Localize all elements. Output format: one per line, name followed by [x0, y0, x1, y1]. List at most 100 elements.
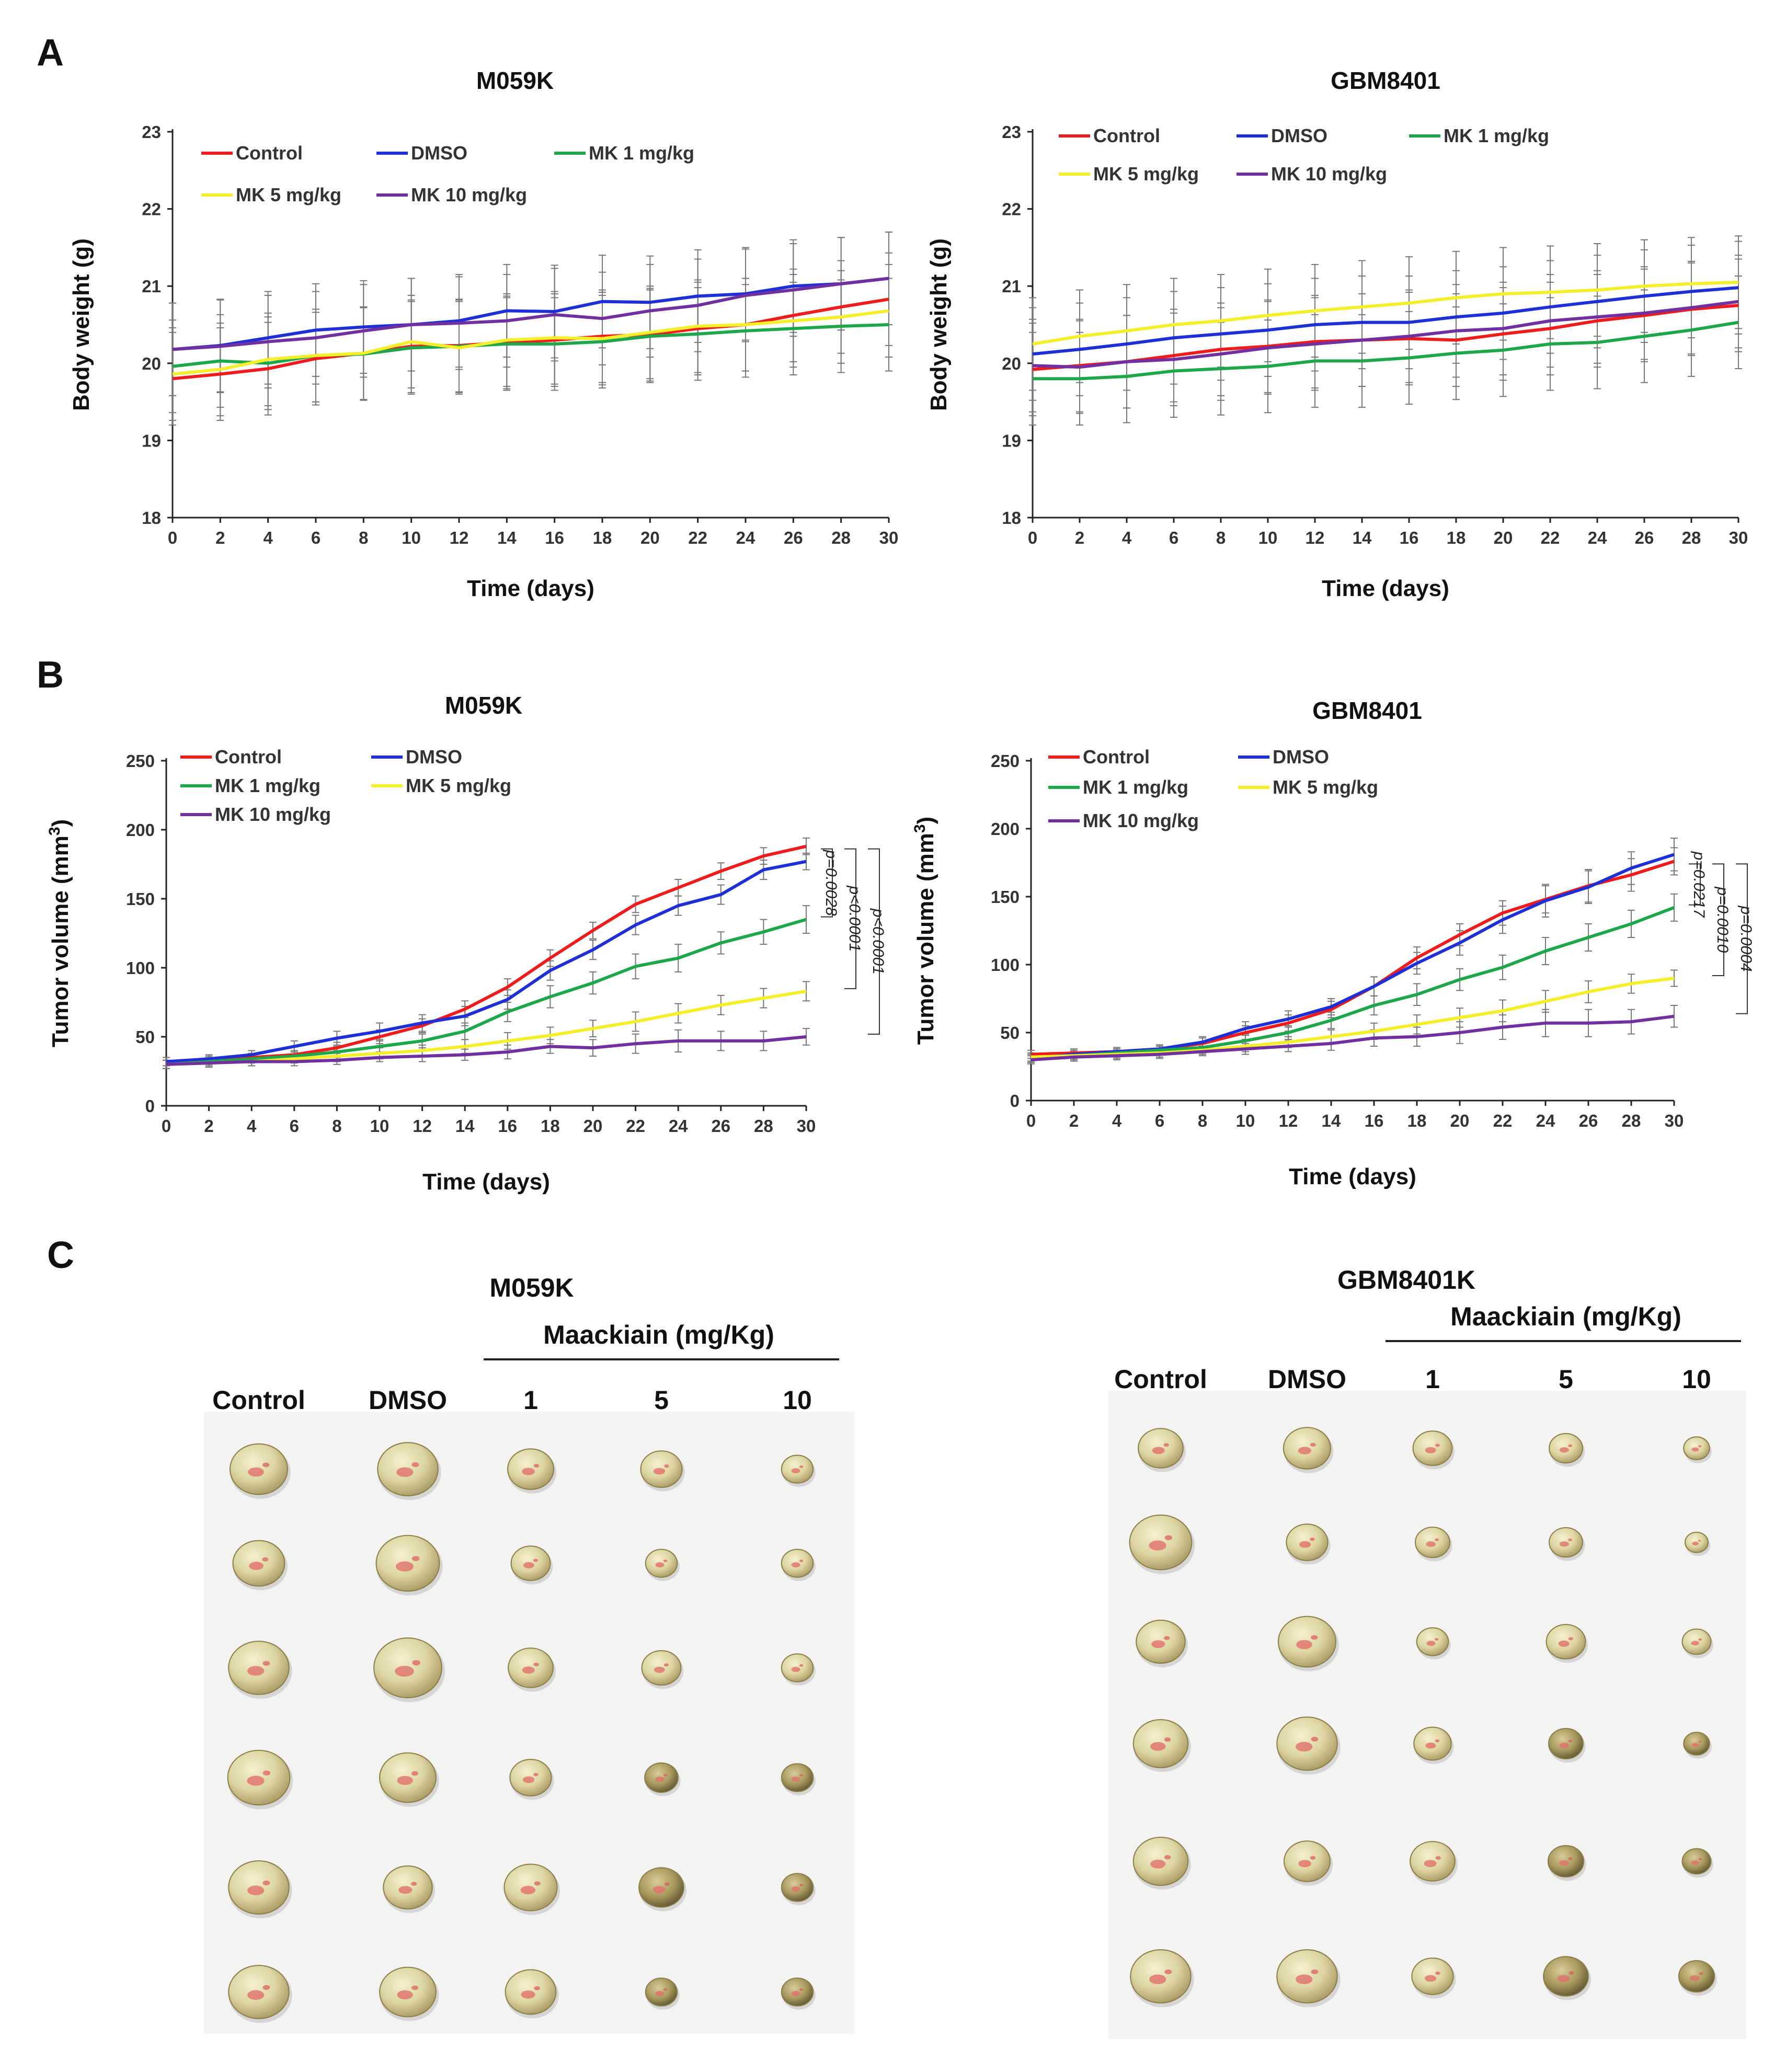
tumor-vessel-mark	[1163, 1443, 1169, 1447]
legend-label-mk-10-mg-kg: MK 10 mg/kg	[411, 184, 527, 205]
tumor-sample	[379, 1966, 439, 2021]
x-tick-label: 4	[1112, 1111, 1122, 1130]
x-tick-label: 0	[162, 1116, 171, 1136]
x-tick-label: 2	[1075, 528, 1084, 547]
tumor-vessel-mark	[1425, 1742, 1436, 1749]
tumor-sample	[1683, 1436, 1712, 1463]
tumor-vessel-mark	[1164, 1737, 1171, 1742]
tumor-vessel-mark	[521, 1990, 535, 1999]
tumor-vessel-mark	[791, 1468, 800, 1473]
x-tick-label: 16	[1400, 528, 1419, 547]
legend-label-dmso: DMSO	[1271, 125, 1327, 146]
tumor-sample	[1543, 1956, 1592, 2000]
significance-bracket	[1736, 863, 1748, 1014]
x-tick-label: 6	[1169, 528, 1178, 547]
series-mk-5-mg-kg	[1027, 969, 1678, 1062]
x-tick-label: 18	[1447, 528, 1466, 547]
tumor-photo-gbm8401k: GBM8401K Maackiain (mg/Kg) Control DMSO 1 5 10	[1108, 1265, 1746, 2039]
photo-title: GBM8401K	[1337, 1265, 1475, 1295]
tumor-sample	[228, 1965, 292, 2023]
tumor-vessel-mark	[791, 1886, 800, 1892]
tumor-vessel-mark	[1558, 1640, 1570, 1647]
tumor-sample	[228, 1641, 292, 1699]
tumor-sample	[1276, 1949, 1341, 2008]
tumor-vessel-mark	[1559, 1447, 1569, 1453]
y-tick-label: 0	[145, 1096, 155, 1116]
tumor-vessel-mark	[799, 1560, 804, 1562]
series-dmso	[169, 231, 892, 396]
tumor-vessel-mark	[1296, 1640, 1312, 1650]
tumor-vessel-mark	[533, 1463, 540, 1468]
series-line-dmso	[1031, 853, 1675, 1060]
tumor-vessel-mark	[1698, 1539, 1701, 1542]
tumor-vessel-mark	[655, 1562, 665, 1567]
series-line-control	[172, 297, 889, 381]
tumor-sample	[1132, 1837, 1191, 1890]
p-value-label: p<0.0001	[869, 908, 887, 975]
tumor-vessel-mark	[1151, 1640, 1165, 1649]
chart-title: M059K	[445, 692, 522, 719]
y-tick-label: 50	[1000, 1023, 1020, 1043]
y-tick-label: 22	[1002, 200, 1021, 219]
x-tick-label: 20	[640, 528, 660, 547]
series-line-mk-1-mg-kg	[172, 323, 889, 368]
series-line-control	[166, 844, 807, 1063]
column-label-5: 5	[654, 1386, 669, 1415]
tumor-sample	[508, 1647, 556, 1692]
tumor-vessel-mark	[533, 1559, 538, 1562]
series-line-mk-10-mg-kg	[172, 277, 889, 351]
y-tick-label: 19	[142, 431, 161, 450]
tumor-vessel-mark	[1568, 1857, 1573, 1860]
tumor-vessel-mark	[248, 1467, 264, 1477]
chart-title: M059K	[476, 67, 554, 94]
tumor-vessel-mark	[1424, 1975, 1437, 1982]
x-tick-label: 2	[1069, 1111, 1079, 1130]
x-tick-label: 30	[797, 1116, 816, 1136]
x-axis-label: Time (days)	[422, 1169, 550, 1195]
y-axis-label: Body weight (g)	[926, 238, 952, 411]
tumor-sample	[1416, 1627, 1451, 1659]
tumor-vessel-mark	[1310, 1443, 1316, 1447]
tumor-vessel-mark	[664, 1464, 669, 1468]
tumor-vessel-mark	[663, 1560, 668, 1562]
tumor-sample	[1130, 1949, 1194, 2008]
x-tick-label: 20	[1450, 1111, 1470, 1130]
tumor-vessel-mark	[412, 1660, 421, 1666]
y-axis-label-main: Tumor volume (mm	[913, 833, 938, 1045]
tumor-vessel-mark	[1557, 1975, 1570, 1983]
tumor-vessel-mark	[1164, 1636, 1170, 1640]
series-line-dmso	[166, 860, 807, 1063]
x-tick-label: 20	[583, 1116, 603, 1136]
x-tick-label: 28	[1622, 1111, 1641, 1130]
y-tick-label: 250	[991, 751, 1020, 771]
tumor-sample	[1547, 1845, 1586, 1881]
tumor-vessel-mark	[1568, 1637, 1573, 1641]
tumor-vessel-mark	[1691, 1743, 1699, 1747]
column-label-10: 10	[1682, 1365, 1711, 1394]
series-control	[163, 837, 810, 1067]
tumor-vessel-mark	[397, 1990, 413, 2000]
tumor-vessel-mark	[1698, 1741, 1702, 1743]
series-line-dmso	[172, 277, 889, 351]
tumor-vessel-mark	[653, 1468, 666, 1475]
legend-label-mk-1-mg-kg: MK 1 mg/kg	[1444, 125, 1549, 146]
tumor-vessel-mark	[395, 1666, 414, 1677]
tumor-vessel-mark	[791, 1991, 800, 1996]
tumor-sample	[1283, 1427, 1334, 1473]
tumor-sample	[1683, 1732, 1712, 1759]
x-tick-label: 26	[1635, 528, 1654, 547]
y-axis-label-main: Tumor volume (mm	[48, 835, 73, 1047]
tumor-vessel-mark	[1691, 1860, 1699, 1865]
tumor-vessel-mark	[1435, 1538, 1439, 1541]
column-label-dmso: DMSO	[1268, 1365, 1346, 1394]
x-tick-label: 26	[1579, 1111, 1598, 1130]
tumor-vessel-mark	[1568, 1739, 1573, 1743]
tumor-sample	[1129, 1514, 1195, 1574]
tumor-sample	[640, 1450, 685, 1492]
photo-background	[204, 1412, 855, 2034]
tumor-sample	[507, 1448, 557, 1494]
y-tick-label: 50	[135, 1027, 155, 1047]
tumor-sample	[781, 1763, 816, 1795]
chart-title: GBM8401	[1331, 67, 1440, 94]
tumor-vessel-mark	[1698, 1638, 1702, 1641]
